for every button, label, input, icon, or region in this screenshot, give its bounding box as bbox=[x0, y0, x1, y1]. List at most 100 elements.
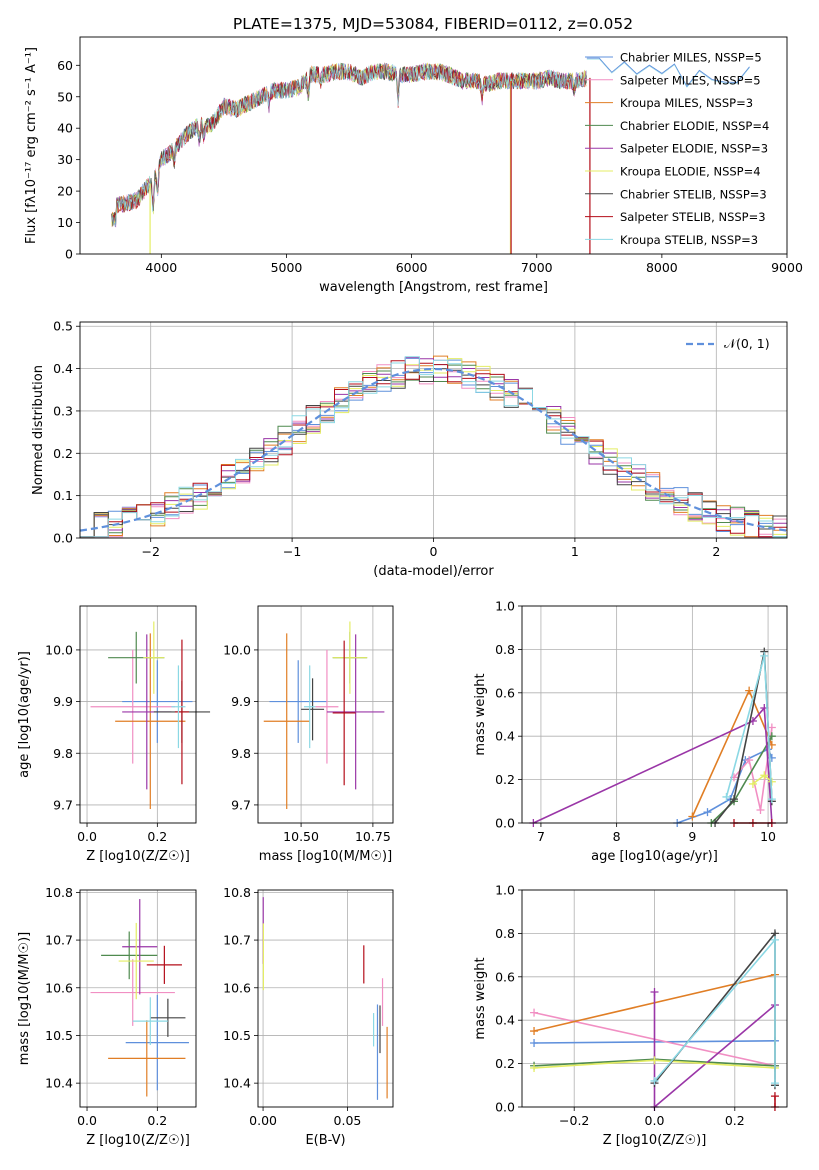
y-tick-label: 10.8 bbox=[223, 885, 251, 900]
x-tick-label: 0.0 bbox=[77, 1113, 97, 1128]
chart-mass-vs-Z: 0.0 0.2 10.4 10.5 10.6 10.7 10.8 Z [log10(Z/Z☉)… bbox=[17, 885, 197, 1148]
y-tick-label: 40 bbox=[57, 121, 73, 136]
weight-marker bbox=[650, 987, 659, 996]
y-tick-label: 9.8 bbox=[53, 746, 73, 761]
x-axis-label: mass [log10(M/M☉)] bbox=[259, 849, 392, 864]
x-tick-label: 8 bbox=[613, 829, 621, 844]
y-tick-label: 10.7 bbox=[45, 933, 73, 948]
weight-line bbox=[533, 706, 773, 824]
y-tick-label: 10.4 bbox=[45, 1076, 73, 1091]
legend-label: Salpeter STELIB, NSSP=3 bbox=[620, 210, 766, 224]
x-axis-label: wavelength [Angstrom, rest frame] bbox=[319, 280, 548, 295]
legend-label: Chabrier ELODIE, NSSP=4 bbox=[620, 119, 769, 133]
chart-panels: 4000 5000 6000 7000 8000 90000102030405060wav… bbox=[17, 36, 803, 1148]
y-tick-label: 1.0 bbox=[495, 599, 515, 614]
y-tick-label: 10 bbox=[57, 215, 73, 230]
weight-marker bbox=[760, 771, 769, 780]
y-tick-label: 0.6 bbox=[495, 969, 515, 984]
spectrum-line bbox=[111, 62, 587, 225]
y-tick-label: 30 bbox=[57, 152, 73, 167]
spectrum-line bbox=[111, 63, 587, 227]
chart-mass-weight-vs-Z: −0.2 0.0 0.2 0.0 0.2 0.4 0.6 0.8 1.0 Z [log10(Z/Z… bbox=[473, 883, 788, 1148]
x-tick-label: 9000 bbox=[771, 260, 803, 275]
plot-frame bbox=[257, 605, 394, 824]
weight-marker bbox=[730, 795, 738, 804]
x-tick-label: 7000 bbox=[521, 260, 553, 275]
weight-marker bbox=[756, 805, 765, 814]
weight-marker bbox=[770, 1079, 779, 1088]
x-tick-label: 0.05 bbox=[334, 1113, 362, 1128]
x-tick-label: −2 bbox=[141, 544, 159, 559]
y-tick-label: 10.6 bbox=[45, 980, 73, 995]
plot-frame bbox=[79, 36, 788, 255]
x-tick-label: 0.2 bbox=[147, 1113, 167, 1128]
figure-title: PLATE=1375, MJD=53084, FIBERID=0112, z=0… bbox=[233, 15, 633, 33]
weight-marker bbox=[650, 1076, 659, 1085]
y-tick-label: 0.4 bbox=[495, 1013, 515, 1028]
plot-frame bbox=[79, 605, 197, 824]
x-tick-label: 9 bbox=[688, 829, 696, 844]
y-tick-label: 0.0 bbox=[495, 1100, 515, 1115]
weight-marker bbox=[760, 651, 769, 660]
x-tick-label: 10.75 bbox=[355, 829, 391, 844]
x-axis-label: E(B-V) bbox=[305, 1133, 345, 1148]
legend-label: Kroupa MILES, NSSP=3 bbox=[620, 96, 753, 110]
weight-marker bbox=[745, 756, 754, 765]
y-tick-label: 0.6 bbox=[495, 685, 515, 700]
x-tick-label: 1 bbox=[571, 544, 579, 559]
y-axis-label: age [log10(age/yr)] bbox=[17, 651, 32, 778]
y-tick-label: 60 bbox=[57, 58, 73, 73]
y-tick-label: 0.3 bbox=[53, 403, 73, 418]
x-tick-label: 10.50 bbox=[283, 829, 319, 844]
y-tick-label: 9.7 bbox=[53, 797, 73, 812]
x-tick-label: 0 bbox=[430, 544, 438, 559]
legend-label: Chabrier STELIB, NSSP=3 bbox=[620, 187, 767, 201]
x-axis-label: (data-model)/error bbox=[373, 564, 494, 579]
y-tick-label: 0.2 bbox=[495, 772, 515, 787]
y-axis-label: mass weight bbox=[473, 957, 488, 1039]
chart-age-vs-mass: 10.50 10.75 9.7 9.8 9.9 10.0 mass [log10(M/M☉)… bbox=[223, 605, 394, 864]
legend-label: Salpeter ELODIE, NSSP=3 bbox=[620, 142, 768, 156]
y-tick-label: 0.4 bbox=[53, 361, 73, 376]
x-axis-label: Z [log10(Z/Z☉)] bbox=[86, 849, 190, 864]
y-tick-label: 10.0 bbox=[45, 642, 73, 657]
plot-frame bbox=[79, 889, 197, 1108]
plot-frame bbox=[257, 889, 394, 1108]
x-tick-label: 0.0 bbox=[645, 1113, 665, 1128]
spectrum-line bbox=[111, 62, 587, 227]
histogram-steps bbox=[80, 368, 787, 538]
spectrum-line bbox=[111, 63, 587, 225]
weight-marker bbox=[722, 792, 731, 801]
x-tick-label: 0.0 bbox=[77, 829, 97, 844]
x-axis-label: age [log10(age/yr)] bbox=[591, 849, 718, 864]
spectrum-line bbox=[111, 62, 587, 226]
chart-residuals: −2 −1 0 1 2 0.0 0.1 0.2 0.3 0.4 0.5 (data-model)/er… bbox=[31, 319, 788, 579]
legend-label: 𝒩(0, 1) bbox=[724, 336, 770, 351]
weight-marker bbox=[530, 1063, 539, 1072]
chart-mass-vs-ebv: 0.00 0.05 10.4 10.5 10.6 10.7 10.8 E(B-V) bbox=[223, 885, 394, 1148]
weight-marker bbox=[748, 779, 757, 788]
y-axis-label: Normed distribution bbox=[31, 365, 46, 495]
y-tick-label: 10.5 bbox=[223, 1028, 251, 1043]
y-tick-label: 0.0 bbox=[53, 531, 73, 546]
weight-line bbox=[733, 727, 773, 811]
y-tick-label: 10.5 bbox=[45, 1028, 73, 1043]
y-tick-label: 10.6 bbox=[223, 980, 251, 995]
x-tick-label: 0.2 bbox=[147, 829, 167, 844]
histogram-steps bbox=[80, 356, 787, 538]
weight-marker bbox=[688, 812, 697, 821]
y-tick-label: 9.8 bbox=[231, 746, 251, 761]
x-axis-label: Z [log10(Z/Z☉)] bbox=[86, 1133, 190, 1148]
legend-label: Kroupa ELODIE, NSSP=4 bbox=[620, 165, 761, 179]
y-tick-label: 9.7 bbox=[231, 797, 251, 812]
spectrum-line bbox=[111, 63, 587, 227]
y-tick-label: 9.9 bbox=[53, 694, 73, 709]
spectrum-line bbox=[111, 62, 587, 228]
x-axis-label: Z [log10(Z/Z☉)] bbox=[603, 1133, 707, 1148]
y-tick-label: 9.9 bbox=[231, 694, 251, 709]
chart-mass-weight-vs-age: 7 8 9 10 0.0 0.2 0.4 0.6 0.8 1.0 age [log10(age/yr… bbox=[473, 599, 788, 864]
chart-spectrum: 4000 5000 6000 7000 8000 9000 0 10 20 30 40 50 60 wav… bbox=[24, 36, 803, 295]
spectrum-miles-tail bbox=[586, 57, 750, 88]
y-tick-label: 0.4 bbox=[495, 729, 515, 744]
